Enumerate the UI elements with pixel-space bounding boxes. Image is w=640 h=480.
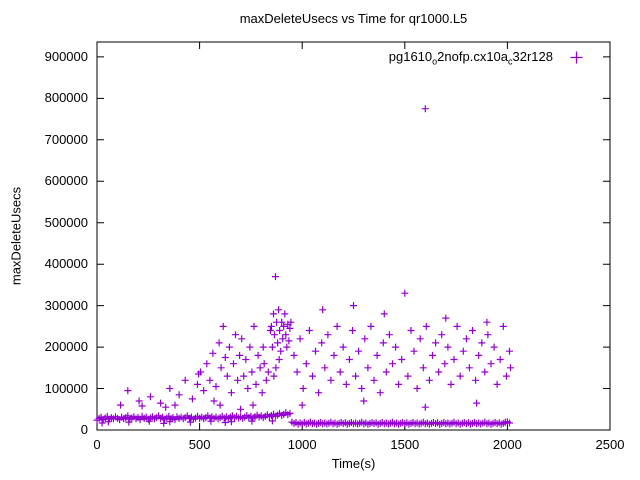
y-tick-label: 500000 [44, 214, 88, 230]
chart-title: maxDeleteUsecs vs Time for qr1000.L5 [239, 11, 468, 26]
y-tick-label: 600000 [44, 173, 88, 189]
legend-label-part: 2nofp.cx10a [437, 49, 509, 64]
x-tick-label: 0 [93, 437, 101, 452]
x-tick-label: 1000 [287, 437, 317, 452]
legend-series-label: pg1610o2nofp.cx10ac32r128 [389, 49, 553, 67]
legend-label-part: o [432, 56, 438, 67]
legend: pg1610o2nofp.cx10ac32r128 [389, 49, 584, 67]
x-tick-label: 500 [188, 437, 211, 452]
y-tick-label: 900000 [44, 48, 88, 64]
x-axis-label: Time(s) [331, 456, 376, 471]
legend-label-part: pg1610 [388, 49, 433, 64]
y-tick-label: 300000 [44, 297, 88, 313]
y-tick-label: 100000 [44, 380, 88, 396]
y-tick-label: 800000 [44, 90, 88, 106]
x-tick-label: 2000 [492, 437, 522, 452]
y-tick-label: 700000 [44, 131, 88, 147]
y-tick-label: 0 [80, 422, 88, 437]
legend-plus-marker-icon [570, 51, 583, 64]
legend-label-part: 32r128 [512, 49, 553, 64]
x-tick-label: 1500 [390, 437, 420, 452]
legend-label-part: c [508, 56, 513, 67]
y-tick-label: 200000 [44, 339, 88, 355]
y-tick-label: 400000 [44, 256, 88, 272]
x-tick-label: 2500 [595, 437, 625, 452]
